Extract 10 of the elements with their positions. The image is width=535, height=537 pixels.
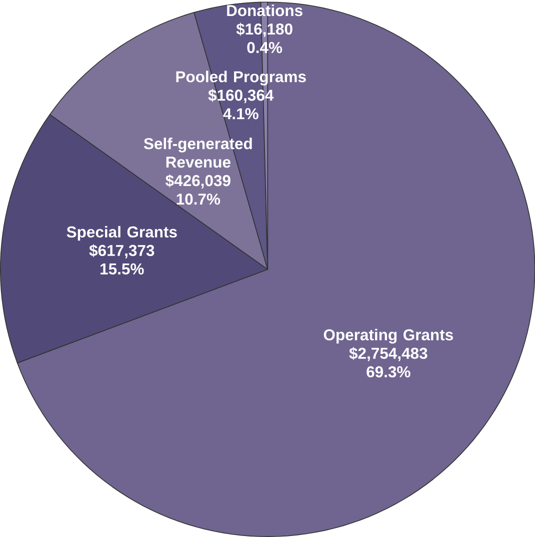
text: 15.5% bbox=[100, 263, 144, 275]
text: 4.1% bbox=[223, 108, 258, 120]
data-label: $2,754,483 bbox=[349, 347, 428, 362]
data-label: $160,364 bbox=[208, 88, 274, 104]
slice-label: Special Grants bbox=[66, 226, 177, 241]
data-label: $617,373 bbox=[89, 244, 154, 258]
text: 10.7% bbox=[176, 194, 220, 205]
slice-label: Operating Grants bbox=[324, 328, 453, 344]
text: 69.3% bbox=[366, 366, 410, 378]
data-label: $426,039 bbox=[165, 174, 230, 188]
